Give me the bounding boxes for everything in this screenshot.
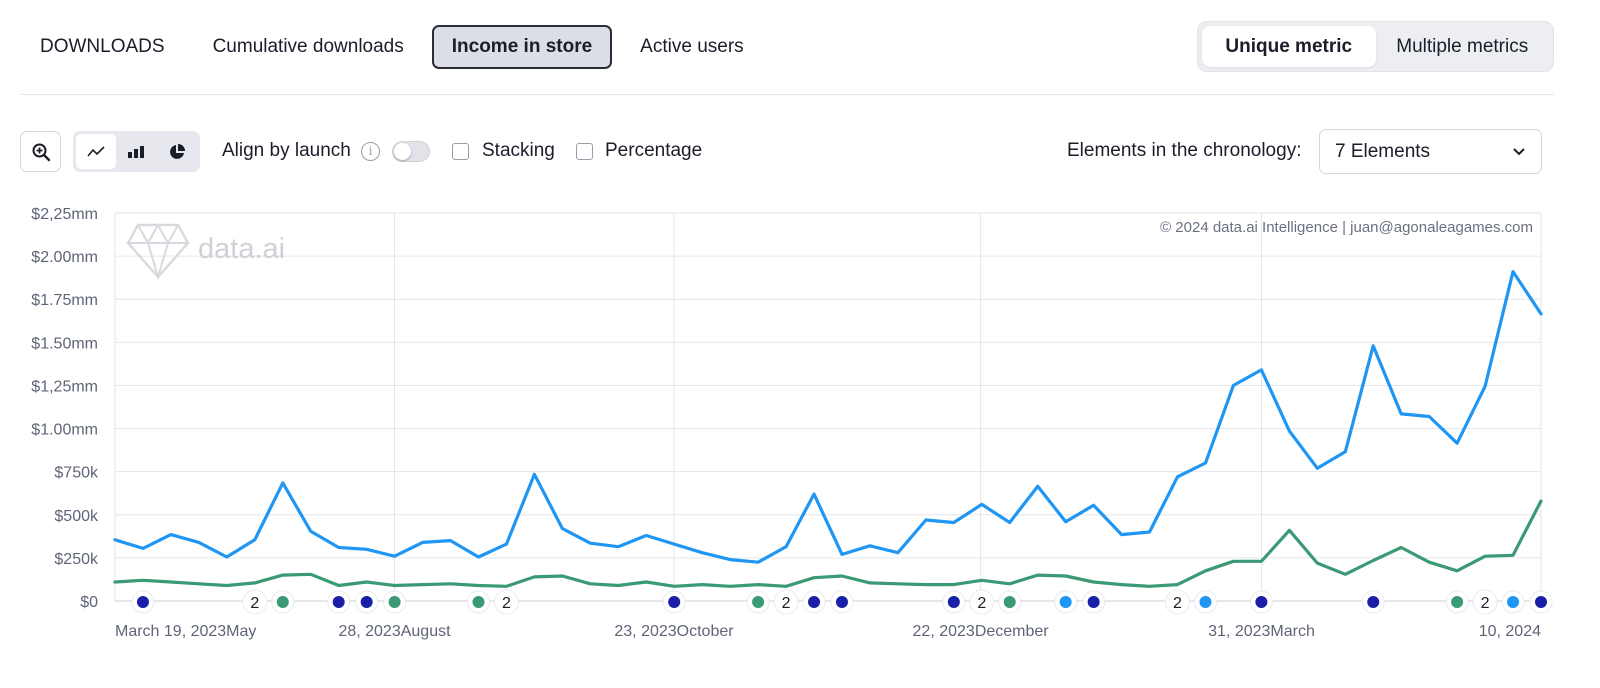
percentage-checkbox[interactable] [576, 143, 593, 160]
event-marker[interactable] [835, 596, 848, 608]
tab-income-in-store[interactable]: Income in store [431, 24, 613, 69]
line-chart-icon [87, 145, 105, 157]
y-tick-label: $500k [54, 508, 99, 525]
align-by-launch-toggle[interactable] [392, 141, 430, 162]
pie-chart-icon [169, 143, 185, 159]
y-tick-label: $1.00mm [31, 422, 98, 439]
event-marker[interactable] [360, 596, 373, 608]
stacking-checkbox[interactable] [452, 143, 469, 160]
percentage-label: Percentage [605, 140, 703, 161]
event-marker[interactable] [1199, 596, 1212, 608]
x-tick-label: 23, 2023October [614, 623, 734, 640]
data-ai-watermark: data.ai [126, 222, 285, 281]
y-tick-label: $2.00mm [31, 249, 98, 266]
event-marker[interactable] [1087, 596, 1100, 608]
event-count[interactable]: 2 [1173, 595, 1182, 612]
pie-chart-button[interactable] [157, 134, 197, 169]
event-count[interactable]: 2 [250, 595, 259, 612]
line-chart-button[interactable] [76, 134, 117, 169]
event-marker[interactable] [1507, 596, 1520, 608]
event-marker[interactable] [332, 596, 345, 608]
y-tick-label: $0 [80, 594, 98, 611]
event-marker[interactable] [1451, 596, 1464, 608]
x-tick-label: 22, 2023December [913, 623, 1050, 640]
align-by-launch-label: Align by launch [222, 140, 351, 161]
event-marker[interactable] [1255, 596, 1268, 608]
y-tick-label: $1.50mm [31, 335, 98, 352]
y-axis-labels: $0 $250k $500k $750k $1.00mm $1,25mm $1.50mm $1… [31, 206, 99, 611]
event-marker[interactable] [808, 596, 821, 608]
elements-select-value: 7 Elements [1335, 140, 1431, 162]
event-count[interactable]: 2 [977, 595, 986, 612]
unique-metric-button[interactable]: Unique metric [1202, 26, 1376, 67]
series-line-1[interactable] [113, 269, 1543, 564]
x-tick-label: 10, 2024 [1479, 623, 1541, 640]
chevron-down-icon [1513, 148, 1525, 156]
event-marker[interactable] [472, 596, 485, 608]
event-marker[interactable] [276, 596, 289, 608]
income-line-chart: data.ai © 2024 data.ai Intelligence | ju… [31, 206, 1553, 640]
elements-chronology-label: Elements in the chronology: [1067, 140, 1302, 161]
y-tick-label: $250k [54, 551, 99, 568]
event-marker[interactable] [1059, 596, 1072, 608]
event-count-bg [773, 589, 799, 615]
event-marker[interactable] [752, 596, 765, 608]
elements-select[interactable]: 7 Elements [1319, 129, 1542, 174]
tab-cumulative-downloads[interactable]: Cumulative downloads [212, 35, 404, 57]
chart-type-selector [73, 131, 200, 172]
chart-credit: © 2024 data.ai Intelligence | juan@agona… [1160, 219, 1533, 236]
info-icon[interactable]: i [361, 142, 380, 161]
zoom-button[interactable] [20, 131, 61, 172]
multiple-metrics-button[interactable]: Multiple metrics [1396, 35, 1529, 57]
toggle-knob [394, 143, 411, 160]
event-count[interactable]: 2 [782, 595, 791, 612]
metric-tabs: DOWNLOADS Cumulative downloads Income in… [20, 24, 772, 69]
zoom-in-icon [32, 143, 50, 161]
bar-chart-button[interactable] [116, 134, 156, 169]
y-tick-label: $1.75mm [31, 292, 98, 309]
y-tick-label: $750k [54, 465, 99, 482]
event-count-bg [493, 589, 519, 615]
event-count-bg [1165, 589, 1191, 615]
event-marker[interactable] [388, 596, 401, 608]
event-count-bg [1472, 589, 1498, 615]
event-marker[interactable] [1367, 596, 1380, 608]
x-tick-label: 31, 2023March [1208, 623, 1315, 640]
event-marker[interactable] [668, 596, 681, 608]
header-divider [20, 94, 1554, 95]
stacking-label: Stacking [482, 140, 555, 161]
event-count[interactable]: 2 [1481, 595, 1490, 612]
diamond-logo-icon [126, 222, 190, 281]
tab-downloads[interactable]: DOWNLOADS [40, 35, 165, 57]
y-tick-label: $1,25mm [31, 378, 98, 395]
event-marker[interactable] [1003, 596, 1016, 608]
event-marker[interactable] [1535, 596, 1547, 608]
event-markers: 2 2 2 2 2 2 [131, 589, 1553, 615]
watermark-text: data.ai [198, 233, 285, 265]
metric-mode-toggle: Unique metric Multiple metrics [1197, 21, 1554, 72]
y-tick-label: $2,25mm [31, 206, 98, 223]
x-tick-label: 28, 2023August [338, 623, 451, 640]
event-count-bg [969, 589, 995, 615]
event-count-bg [242, 589, 268, 615]
event-marker[interactable] [947, 596, 960, 608]
x-tick-label: March 19, 2023May [115, 623, 256, 640]
event-marker[interactable] [136, 596, 149, 608]
series [113, 269, 1543, 588]
grid [114, 212, 1542, 602]
event-count[interactable]: 2 [502, 595, 511, 612]
bar-chart-icon [128, 145, 145, 158]
series-line-2[interactable] [113, 499, 1543, 588]
x-axis-labels: March 19, 2023May 28, 2023August 23, 2023O… [115, 623, 1541, 640]
tab-active-users[interactable]: Active users [640, 35, 744, 57]
